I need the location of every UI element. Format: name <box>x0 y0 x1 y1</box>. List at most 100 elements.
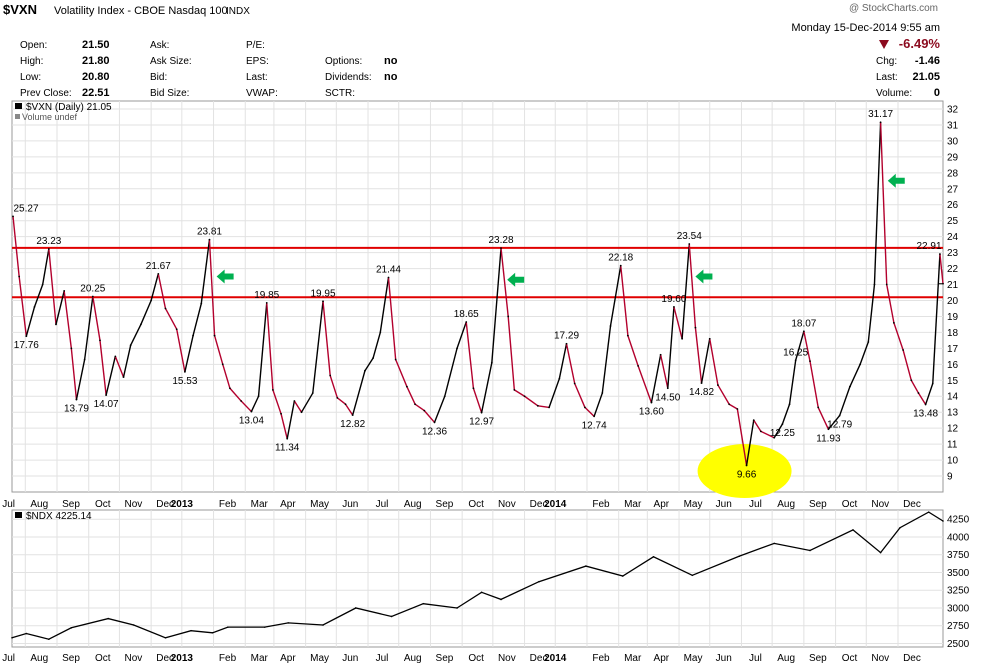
exchange-label: INDX <box>226 6 250 17</box>
ndx-point <box>190 629 192 632</box>
price-segment <box>507 316 516 390</box>
quote-label: Last: <box>246 72 268 83</box>
x-tick-label: Dec <box>903 499 921 510</box>
price-segment <box>157 273 167 309</box>
price-segment <box>700 338 711 384</box>
price-segment <box>433 395 446 423</box>
price-point <box>745 464 748 467</box>
x-tick-label: Dec <box>903 653 921 664</box>
price-point <box>286 437 289 440</box>
price-segment <box>12 216 20 277</box>
x-tick-label: Sep <box>436 499 454 510</box>
price-segment <box>879 122 888 285</box>
quote-label: Last: <box>876 72 898 83</box>
x-tick-label: Jul <box>376 499 389 510</box>
ndx-point <box>164 636 167 639</box>
y-tick-label: 23 <box>947 248 959 259</box>
price-point <box>507 315 510 318</box>
green-arrow-icon <box>695 269 713 284</box>
price-segment <box>681 243 690 339</box>
x-tick-label: Aug <box>30 653 48 664</box>
price-segment <box>63 290 73 349</box>
y-tick-label: 14 <box>947 392 959 403</box>
price-point <box>849 385 851 388</box>
price-segment <box>150 273 159 301</box>
price-point <box>70 347 73 350</box>
quote-value: 21.80 <box>82 55 110 67</box>
price-point <box>773 436 776 439</box>
price-point <box>406 385 408 388</box>
x-tick-label: Dec <box>530 499 548 510</box>
price-point <box>12 215 14 218</box>
price-segment <box>395 359 408 387</box>
value-annotation: 21.44 <box>376 265 401 276</box>
green-arrow-icon <box>507 272 525 287</box>
x-tick-label: Oct <box>842 499 858 510</box>
x-tick-label: May <box>310 653 329 664</box>
ndx-point <box>927 511 930 513</box>
value-annotation: 22.91 <box>916 241 941 252</box>
price-point <box>105 394 108 397</box>
x-tick-label: Apr <box>280 653 296 664</box>
x-tick-label: Oct <box>842 653 858 664</box>
price-point <box>788 403 791 406</box>
price-segment <box>827 415 841 430</box>
green-arrow-icon <box>887 173 905 188</box>
price-point <box>322 300 324 303</box>
price-segment <box>565 343 576 384</box>
x-tick-label: Nov <box>125 653 143 664</box>
price-segment <box>709 338 719 386</box>
value-annotation: 13.04 <box>239 416 264 427</box>
quote-table: Open: 21.50 Ask: P/E: High: 21.80 Ask Size: EPS… <box>20 39 940 99</box>
copyright-text: @ StockCharts.com <box>849 3 938 14</box>
value-annotation: 15.53 <box>172 376 197 387</box>
quote-label: Prev Close: <box>20 88 72 99</box>
ndx-price-panel: 2500 2750 3000 3250 3500 3750 4000 4250 Jul Aug Se… <box>2 509 970 664</box>
price-point <box>500 247 502 250</box>
x-tick-label: May <box>684 653 703 664</box>
quote-label: Bid: <box>150 72 167 83</box>
ndx-point <box>621 575 624 577</box>
price-segment <box>932 254 941 384</box>
ndx-point <box>480 591 483 594</box>
value-annotation: 18.65 <box>454 309 479 320</box>
value-annotation: 14.82 <box>689 387 714 398</box>
x-tick-label: 2013 <box>171 653 194 664</box>
y-tick-label: 3750 <box>947 550 970 561</box>
price-point <box>200 302 203 305</box>
ndx-point <box>500 598 502 601</box>
price-segment <box>213 335 224 365</box>
price-segment <box>524 395 539 407</box>
price-segment <box>312 301 324 394</box>
ndx-point <box>322 624 324 626</box>
x-tick-label: Aug <box>30 499 48 510</box>
price-point <box>33 305 36 308</box>
price-segment <box>336 397 346 405</box>
price-point <box>55 323 57 326</box>
price-point <box>759 430 762 433</box>
price-point <box>329 374 332 377</box>
x-tick-label: Dec <box>530 653 548 664</box>
x-tick-label: Mar <box>624 653 642 664</box>
ndx-point <box>390 615 393 618</box>
price-segment <box>627 335 639 367</box>
quote-value: no <box>384 55 398 67</box>
quote-label: VWAP: <box>246 88 278 99</box>
price-point <box>336 396 339 399</box>
price-point <box>300 411 303 414</box>
x-tick-label: Mar <box>624 499 642 510</box>
x-tick-label: Aug <box>777 653 795 664</box>
price-point <box>873 283 876 286</box>
value-annotation: 21.67 <box>146 261 171 272</box>
price-point <box>879 121 882 124</box>
ndx-point <box>456 607 458 609</box>
price-point <box>229 387 231 390</box>
price-segment <box>465 321 475 389</box>
x-tick-label: Aug <box>404 499 422 510</box>
value-annotation: 12.74 <box>582 420 607 431</box>
x-tick-label: Feb <box>219 653 237 664</box>
price-point <box>344 403 347 406</box>
price-point <box>351 414 354 416</box>
price-point <box>480 411 483 414</box>
quote-label: Volume: <box>876 88 912 99</box>
